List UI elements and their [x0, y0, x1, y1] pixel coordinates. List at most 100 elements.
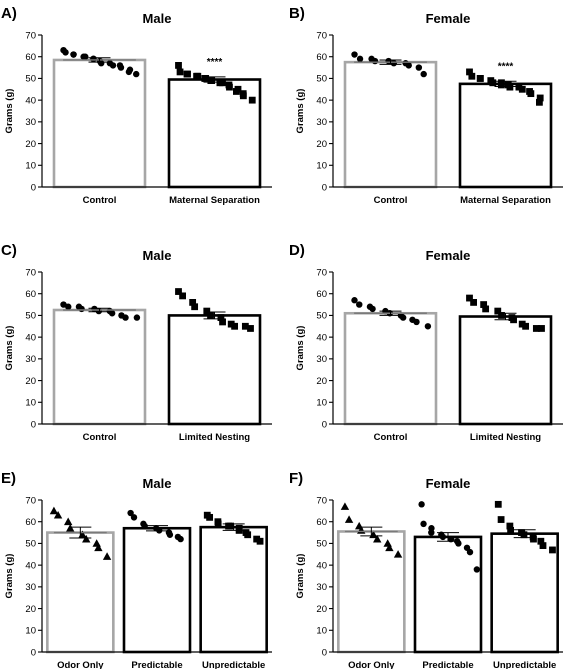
- y-tick-label: 20: [316, 376, 327, 387]
- y-tick-label: 10: [25, 161, 36, 172]
- data-point: [356, 55, 364, 63]
- data-point: [133, 314, 141, 321]
- bar: [343, 60, 438, 189]
- data-point: [227, 522, 234, 530]
- data-point: [520, 531, 528, 539]
- data-point: [494, 500, 502, 508]
- data-point: [122, 314, 129, 321]
- data-point: [239, 92, 247, 100]
- y-tick-label: 40: [316, 560, 327, 571]
- y-tick-label: 20: [25, 139, 36, 150]
- bar: [337, 530, 406, 654]
- y-tick-label: 50: [316, 539, 327, 550]
- data-point: [94, 543, 103, 552]
- x-tick-label: Control: [374, 195, 408, 206]
- x-tick-label: Odor Only: [348, 660, 395, 669]
- y-tick-label: 10: [316, 398, 327, 409]
- y-tick-label: 0: [322, 419, 327, 430]
- data-point: [418, 501, 425, 508]
- data-point: [166, 531, 174, 538]
- y-tick-label: 20: [25, 376, 36, 387]
- data-point: [489, 79, 497, 87]
- y-axis-label: Grams (g): [4, 554, 15, 599]
- bar: [199, 525, 268, 654]
- bar: [343, 311, 438, 426]
- x-tick-label: Limited Nesting: [470, 432, 541, 443]
- bar: [122, 526, 192, 654]
- y-tick-label: 30: [25, 582, 36, 593]
- data-point: [340, 502, 350, 510]
- panel-title: Male: [143, 248, 172, 263]
- y-tick-label: 60: [25, 289, 36, 300]
- panel-e: E) Male Grams (g) 0 10 20 30 40 50 60 70 Odor On…: [1, 470, 272, 669]
- data-point: [208, 77, 216, 84]
- data-point: [466, 68, 473, 76]
- y-tick-label: 40: [25, 332, 36, 343]
- x-tick-label: Predictable: [422, 660, 473, 669]
- data-point: [497, 516, 505, 523]
- data-point: [203, 307, 211, 315]
- data-point: [351, 51, 358, 58]
- y-tick-label: 50: [316, 74, 327, 85]
- panel-letter: B): [289, 5, 305, 22]
- data-point: [480, 301, 488, 308]
- x-tick-label: Unpredictable: [493, 660, 556, 669]
- data-point: [369, 305, 376, 313]
- x-tick-label: Maternal Separation: [169, 195, 260, 206]
- data-point: [231, 322, 239, 330]
- data-point: [344, 515, 354, 523]
- panel-a: A) Male Grams (g) 0 10 20 30 40 50 60 70 Control…: [1, 5, 272, 206]
- panel-letter: C): [1, 242, 17, 259]
- data-point: [390, 60, 397, 67]
- x-tick-label: Unpredictable: [202, 660, 265, 669]
- bar: [52, 308, 147, 426]
- y-axis-label: Grams (g): [4, 89, 15, 134]
- bar: [458, 82, 553, 189]
- data-point: [125, 68, 133, 76]
- data-point: [90, 55, 97, 63]
- bar: [46, 531, 115, 654]
- y-tick-label: 70: [25, 267, 36, 278]
- panel-title: Male: [143, 11, 172, 26]
- data-point: [393, 550, 403, 558]
- data-point: [117, 64, 125, 71]
- data-point: [356, 301, 363, 308]
- x-tick-label: Control: [83, 432, 117, 443]
- data-point: [176, 68, 184, 76]
- significance-label: ****: [207, 57, 223, 68]
- data-point: [63, 517, 73, 526]
- bar: [458, 315, 553, 426]
- data-point: [233, 88, 240, 95]
- x-tick-label: Limited Nesting: [179, 432, 250, 443]
- y-tick-label: 30: [25, 354, 36, 365]
- y-tick-label: 30: [316, 582, 327, 593]
- panel-c: C) Male Grams (g) 0 10 20 30 40 50 60 70 Control…: [1, 242, 272, 443]
- data-point: [536, 94, 544, 102]
- y-axis-label: Grams (g): [295, 326, 306, 371]
- data-point: [179, 292, 186, 300]
- x-tick-label: Odor Only: [57, 660, 104, 669]
- data-point: [82, 53, 89, 60]
- y-tick-label: 10: [25, 626, 36, 637]
- y-tick-label: 50: [25, 539, 36, 550]
- y-axis-label: Grams (g): [295, 554, 306, 599]
- data-point: [109, 62, 117, 69]
- data-point: [399, 314, 407, 321]
- y-tick-label: 20: [316, 139, 327, 150]
- y-tick-label: 10: [316, 626, 327, 637]
- data-point: [247, 325, 254, 332]
- data-point: [497, 81, 505, 89]
- y-tick-label: 60: [316, 517, 327, 528]
- data-point: [226, 83, 233, 91]
- data-point: [527, 90, 535, 98]
- panel-f: F) Female Grams (g) 0 10 20 30 40 50 60 70 Odor …: [289, 470, 563, 669]
- data-point: [133, 70, 140, 78]
- data-point: [482, 305, 490, 313]
- data-point: [219, 79, 226, 87]
- panel-letter: F): [289, 470, 303, 487]
- data-point: [415, 64, 423, 71]
- data-point: [424, 323, 432, 330]
- data-point: [455, 540, 462, 547]
- y-tick-label: 0: [322, 182, 327, 193]
